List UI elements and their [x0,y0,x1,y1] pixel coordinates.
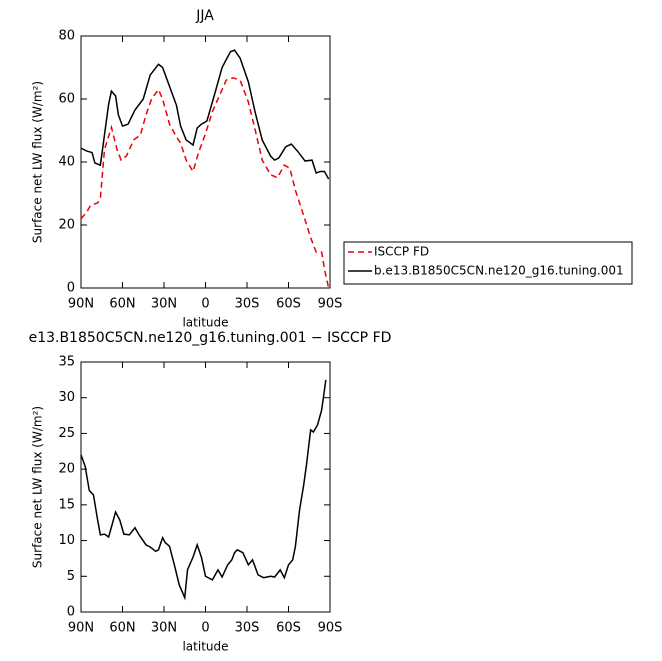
x-tick-label: 30S [235,621,260,636]
y-tick-label: 20 [58,218,75,233]
chart-title: e13.B1850C5CN.ne120_g16.tuning.001 − ISC… [29,330,392,346]
x-axis-label: latitude [182,316,228,330]
legend-box [343,241,633,285]
x-tick-label: 60N [109,621,135,636]
data-line [80,379,327,601]
plot-frame [80,35,331,289]
y-tick-label: 60 [58,92,75,107]
x-tick-label: 0 [201,297,209,312]
y-tick-label: 10 [58,533,75,548]
y-axis-label: Surface net LW flux (W/m²) [31,406,45,568]
y-tick-label: 35 [58,355,75,370]
x-tick-label: 30S [235,297,260,312]
y-axis-label: Surface net LW flux (W/m²) [31,81,45,243]
x-tick-label: 60S [276,297,301,312]
x-tick-label: 60N [109,297,135,312]
y-tick-label: 40 [58,155,75,170]
y-tick-label: 5 [67,569,75,584]
x-tick-label: 90S [318,297,343,312]
legend-label: ISCCP FD [374,245,429,259]
y-tick-label: 80 [58,29,75,44]
y-tick-label: 0 [67,281,75,296]
data-line [80,77,330,289]
x-tick-label: 30N [151,297,177,312]
x-tick-label: 60S [276,621,301,636]
y-tick-label: 15 [58,497,75,512]
y-tick-label: 25 [58,426,75,441]
y-tick-label: 0 [67,605,75,620]
x-axis-label: latitude [182,640,228,654]
legend-label: b.e13.B1850C5CN.ne120_g16.tuning.001 [374,264,624,278]
data-line [80,49,330,180]
x-tick-label: 90S [318,621,343,636]
chart-title: JJA [195,8,214,24]
y-tick-label: 30 [58,390,75,405]
x-tick-label: 30N [151,621,177,636]
x-tick-label: 90N [68,621,94,636]
x-tick-label: 90N [68,297,94,312]
y-tick-label: 20 [58,462,75,477]
x-tick-label: 0 [201,621,209,636]
